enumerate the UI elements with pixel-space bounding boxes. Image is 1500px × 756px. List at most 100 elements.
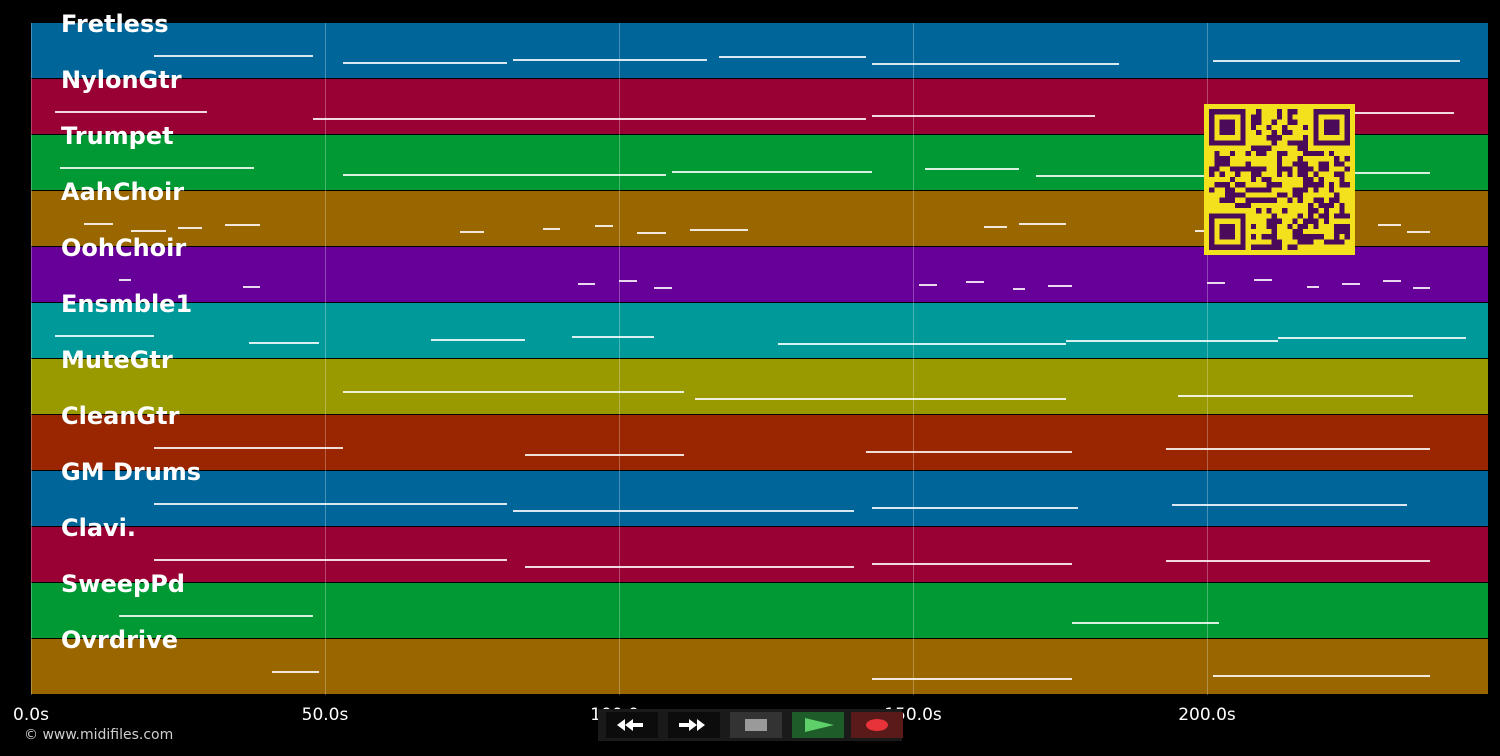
note-run	[1165, 448, 1431, 450]
track-lane	[31, 527, 1488, 582]
note-run	[225, 224, 261, 226]
record-button[interactable]	[851, 712, 903, 738]
note-run	[871, 63, 1119, 65]
note-run	[1306, 286, 1319, 288]
note-run	[178, 227, 202, 229]
note-run	[60, 167, 255, 169]
stop-button[interactable]	[730, 712, 782, 738]
note-run	[654, 287, 672, 289]
track-lane	[31, 303, 1488, 358]
fast-forward-icon	[679, 719, 705, 731]
note-run	[1207, 282, 1225, 284]
note-run	[1377, 224, 1402, 226]
track-lane	[31, 415, 1488, 470]
note-run	[1342, 283, 1360, 285]
note-run	[924, 168, 1019, 170]
note-run	[154, 447, 343, 449]
track-name-label: Clavi.	[61, 514, 137, 542]
note-run	[1065, 340, 1278, 342]
rewind-icon	[617, 719, 643, 731]
note-run	[154, 559, 508, 561]
note-run	[524, 566, 855, 568]
track-name-label: Ensmble1	[61, 290, 193, 318]
time-tick-label: 200.0s	[1178, 705, 1236, 725]
note-run	[777, 343, 1066, 345]
copyright-credit: © www.midifiles.com	[24, 727, 174, 743]
note-run	[671, 171, 872, 173]
note-run	[54, 111, 208, 113]
grid-line	[1207, 23, 1208, 695]
note-run	[342, 174, 667, 176]
note-run	[1165, 560, 1431, 562]
track-lane	[31, 583, 1488, 638]
note-run	[1018, 223, 1066, 225]
time-tick-label: 0.0s	[13, 705, 49, 725]
note-run	[1277, 337, 1466, 339]
note-run	[983, 226, 1008, 228]
note-run	[342, 62, 508, 64]
time-tick-label: 50.0s	[301, 705, 349, 725]
note-run	[619, 280, 637, 282]
note-run	[542, 228, 561, 230]
grid-line	[31, 23, 32, 695]
note-run	[1254, 279, 1272, 281]
note-run	[248, 342, 320, 344]
note-run	[313, 118, 866, 120]
note-run	[718, 56, 866, 58]
note-run	[1412, 287, 1431, 289]
track-lane	[31, 23, 1488, 78]
note-run	[54, 335, 155, 337]
note-run	[571, 336, 655, 338]
note-run	[918, 284, 937, 286]
track-lane	[31, 639, 1488, 694]
note-run	[1212, 675, 1431, 677]
note-run	[965, 281, 984, 283]
note-run	[154, 503, 508, 505]
note-run	[1171, 504, 1407, 506]
fast-forward-button[interactable]	[668, 712, 720, 738]
play-icon	[805, 718, 834, 732]
note-run	[1383, 280, 1402, 282]
note-run	[636, 232, 667, 234]
note-run	[1048, 285, 1072, 287]
stop-icon	[745, 719, 767, 731]
note-run	[342, 391, 684, 393]
note-run	[460, 231, 484, 233]
track-name-label: SweepPd	[61, 570, 185, 598]
track-name-label: GM Drums	[61, 458, 202, 486]
note-run	[242, 286, 261, 288]
track-name-label: NylonGtr	[61, 66, 182, 94]
track-name-label: AahChoir	[61, 178, 185, 206]
track-name-label: MuteGtr	[61, 346, 173, 374]
grid-line	[325, 23, 326, 695]
transport-controls	[598, 709, 903, 741]
track-lane	[31, 471, 1488, 526]
note-run	[695, 398, 1066, 400]
track-lane	[31, 247, 1488, 302]
note-run	[154, 55, 314, 57]
note-run	[865, 451, 1072, 453]
play-button[interactable]	[792, 712, 844, 738]
note-run	[1012, 288, 1025, 290]
note-run	[130, 230, 167, 232]
note-run	[513, 510, 855, 512]
note-run	[119, 279, 131, 281]
note-run	[119, 615, 314, 617]
track-name-label: Fretless	[61, 10, 169, 38]
note-run	[1177, 395, 1413, 397]
note-run	[689, 229, 749, 231]
note-run	[1071, 622, 1219, 624]
note-run	[595, 225, 614, 227]
track-name-label: OohChoir	[61, 234, 187, 262]
note-run	[577, 283, 596, 285]
grid-line	[619, 23, 620, 695]
note-run	[1406, 231, 1431, 233]
note-run	[272, 671, 320, 673]
note-run	[871, 563, 1072, 565]
track-lane	[31, 359, 1488, 414]
track-name-label: CleanGtr	[61, 402, 180, 430]
note-run	[871, 507, 1078, 509]
rewind-button[interactable]	[606, 712, 658, 738]
note-run	[524, 454, 684, 456]
